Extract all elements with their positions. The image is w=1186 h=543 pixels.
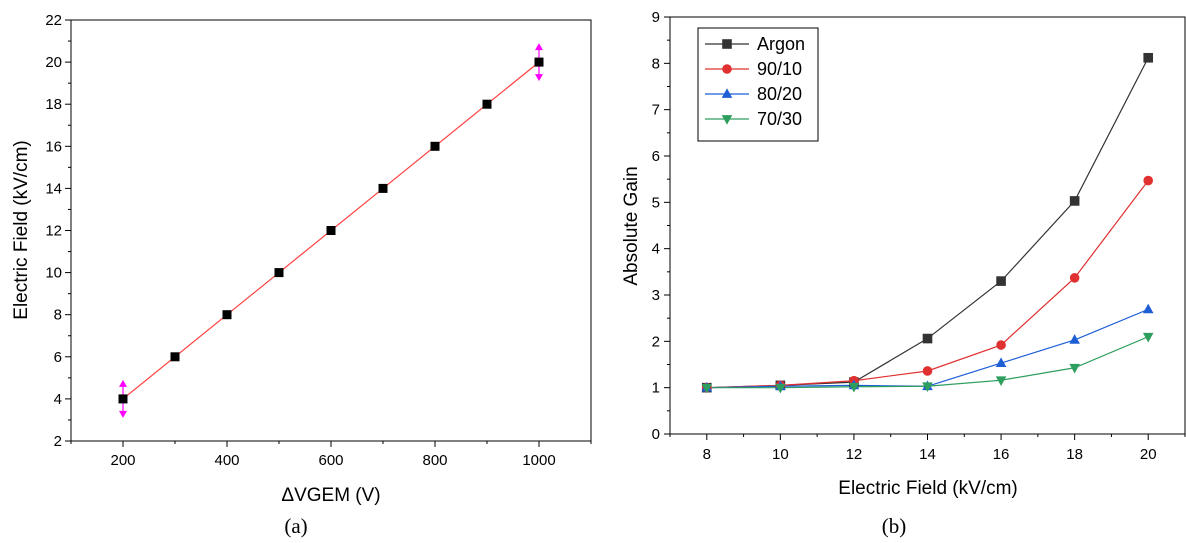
chart-a-marks	[118, 43, 544, 418]
chart-b-legend-label: 70/30	[757, 109, 802, 129]
chart-b-point	[1069, 334, 1080, 344]
chart-a-x-tick-label: 200	[110, 452, 135, 469]
chart-b-point	[775, 383, 786, 394]
chart-b-point	[996, 276, 1006, 286]
chart-a-error-cap-bottom	[119, 410, 127, 418]
chart-b-legend-swatch-marker	[722, 64, 732, 74]
chart-a: 2 4 6 8 10 12 14 16 18 20 22 200 400 600 800 1000 ΔVGE…	[11, 12, 592, 538]
chart-a-point	[274, 268, 284, 278]
chart-b-point	[996, 340, 1006, 350]
chart-b-point	[1069, 363, 1080, 374]
chart-b-y-tick-label: 6	[652, 148, 660, 165]
chart-a-x-tick-label: 1000	[522, 452, 555, 469]
chart-b-x-axis-label: Electric Field (kV/cm)	[838, 478, 1017, 499]
chart-a-y-tick-label: 4	[54, 391, 62, 408]
chart-b-point	[1142, 303, 1154, 314]
chart-b-series-line	[706, 336, 1149, 389]
chart-b-point	[922, 382, 933, 393]
chart-a-point	[482, 99, 492, 109]
chart-b-series-line	[706, 180, 1149, 389]
chart-b-y-axis: 0 1 2 3 4 5 6 7 8 9	[652, 9, 670, 443]
chart-b-legend-swatch-marker	[721, 115, 733, 125]
chart-b-point	[995, 357, 1007, 367]
chart-b-x-tick-label: 20	[1140, 446, 1157, 463]
chart-b-y-tick-label: 9	[652, 9, 660, 26]
chart-a-x-tick-label: 400	[214, 452, 239, 469]
chart-a-y-tick-label: 10	[45, 265, 62, 282]
chart-a-y-tick-label: 6	[54, 349, 62, 366]
chart-a-y-tick-label: 20	[45, 54, 62, 71]
chart-a-error-cap-top	[535, 43, 543, 51]
chart-b-legend-box	[697, 27, 819, 142]
chart-a-x-tick-label: 800	[422, 452, 447, 469]
chart-b-point	[1069, 196, 1080, 206]
chart-b-marks	[701, 52, 1154, 394]
chart-a-y-tick-label: 8	[54, 307, 62, 324]
chart-a-y-tick-label: 14	[45, 180, 62, 197]
chart-b-x-axis: 8 10 12 14 16 18 20	[669, 434, 1186, 463]
chart-b-point	[848, 382, 860, 393]
chart-a-x-axis: 200 400 600 800 1000	[70, 441, 592, 469]
chart-a-point	[534, 57, 544, 67]
chart-b-y-tick-label: 0	[652, 426, 660, 443]
chart-a-y-tick-label: 18	[45, 96, 62, 113]
chart-b-caption: (b)	[882, 514, 907, 538]
chart-b-legend-swatch-marker	[722, 39, 732, 49]
chart-a-y-tick-label: 16	[45, 138, 62, 155]
chart-a-error-cap-top	[119, 379, 127, 387]
chart-b-x-tick-label: 16	[993, 446, 1010, 463]
chart-a-x-axis-label: ΔVGEM (V)	[281, 485, 380, 506]
chart-a-y-tick-label: 12	[45, 223, 62, 240]
chart-b-x-tick-label: 10	[772, 446, 789, 463]
chart-b-y-tick-label: 3	[652, 287, 660, 304]
chart-a-point	[430, 141, 440, 151]
chart-b-x-tick-label: 18	[1066, 446, 1083, 463]
chart-a-point	[118, 394, 128, 404]
chart-b-legend: Argon 90/10 80/20 70/30	[697, 27, 819, 142]
chart-b-series-line	[706, 308, 1149, 389]
chart-a-point	[222, 310, 232, 320]
chart-a-y-tick-label: 2	[54, 433, 62, 450]
chart-b-legend-swatch-marker	[721, 88, 733, 98]
chart-a-x-tick-label: 600	[318, 452, 343, 469]
chart-a-caption: (a)	[284, 514, 307, 538]
chart-b-x-tick-label: 12	[846, 446, 863, 463]
chart-b-legend-label: 80/20	[757, 84, 802, 104]
chart-a-point	[326, 226, 336, 235]
chart-b-y-tick-label: 4	[652, 241, 660, 258]
chart-a-point	[170, 352, 180, 362]
chart-b-y-tick-label: 2	[652, 333, 660, 350]
chart-b-legend-label: 90/10	[757, 59, 802, 79]
chart-a-y-axis-label: Electric Field (kV/cm)	[11, 140, 32, 319]
chart-a-error-cap-bottom	[535, 74, 543, 82]
chart-a-y-tick-label: 22	[45, 12, 62, 29]
chart-b-point	[1143, 52, 1154, 63]
chart-b-point	[701, 383, 713, 394]
chart-a-point	[378, 183, 388, 193]
chart-b-point	[1069, 273, 1080, 283]
chart-b-point	[922, 366, 933, 376]
chart-a-y-axis: 2 4 6 8 10 12 14 16 18 20 22	[45, 12, 71, 450]
chart-b-y-tick-label: 5	[652, 194, 660, 211]
chart-b-y-tick-label: 8	[652, 55, 660, 72]
chart-b-point	[995, 376, 1007, 387]
chart-b-point	[1143, 175, 1154, 186]
chart-b-x-tick-label: 14	[919, 446, 936, 463]
chart-b-y-tick-label: 1	[652, 380, 660, 397]
chart-b-point	[1142, 332, 1154, 343]
chart-b-y-axis-label: Absolute Gain	[621, 166, 642, 285]
chart-b-x-tick-label: 8	[703, 446, 711, 463]
chart-b-y-tick-label: 7	[652, 102, 660, 119]
chart-b-legend-label: Argon	[757, 34, 805, 54]
chart-b-point	[922, 333, 933, 344]
